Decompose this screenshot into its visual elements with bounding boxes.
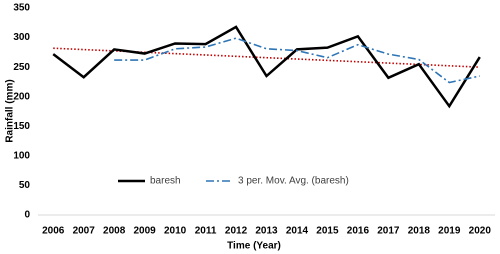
y-tick-label: 300: [13, 32, 30, 43]
y-tick-label: 0: [24, 210, 30, 221]
y-tick-label: 200: [13, 91, 30, 102]
x-tick-label: 2012: [225, 226, 248, 237]
x-tick-label: 2007: [73, 226, 96, 237]
legend-label: 3 per. Mov. Avg. (baresh): [238, 176, 349, 187]
y-tick-label: 50: [19, 180, 31, 191]
x-tick-label: 2019: [438, 226, 461, 237]
series-line: [114, 37, 480, 84]
x-tick-label: 2013: [255, 226, 278, 237]
x-tick-label: 2015: [316, 226, 339, 237]
x-tick-label: 2011: [195, 226, 217, 237]
x-tick-label: 2014: [286, 226, 309, 237]
x-tick-label: 2008: [103, 226, 126, 237]
x-tick-label: 2020: [469, 226, 492, 237]
x-tick-label: 2016: [347, 226, 370, 237]
y-axis-title: Rainfall (mm): [5, 79, 16, 142]
y-tick-label: 350: [13, 3, 30, 14]
series-line: [52, 25, 481, 109]
x-tick-label: 2010: [164, 226, 187, 237]
x-axis-title: Time (Year): [227, 241, 281, 252]
y-tick-label: 100: [13, 150, 30, 161]
y-tick-label: 250: [13, 62, 30, 73]
x-tick-label: 2006: [42, 226, 65, 237]
legend-label: baresh: [150, 176, 181, 187]
x-tick-label: 2017: [377, 226, 400, 237]
x-tick-label: 2018: [408, 226, 431, 237]
x-tick-label: 2009: [134, 226, 157, 237]
y-tick-label: 150: [13, 121, 30, 132]
